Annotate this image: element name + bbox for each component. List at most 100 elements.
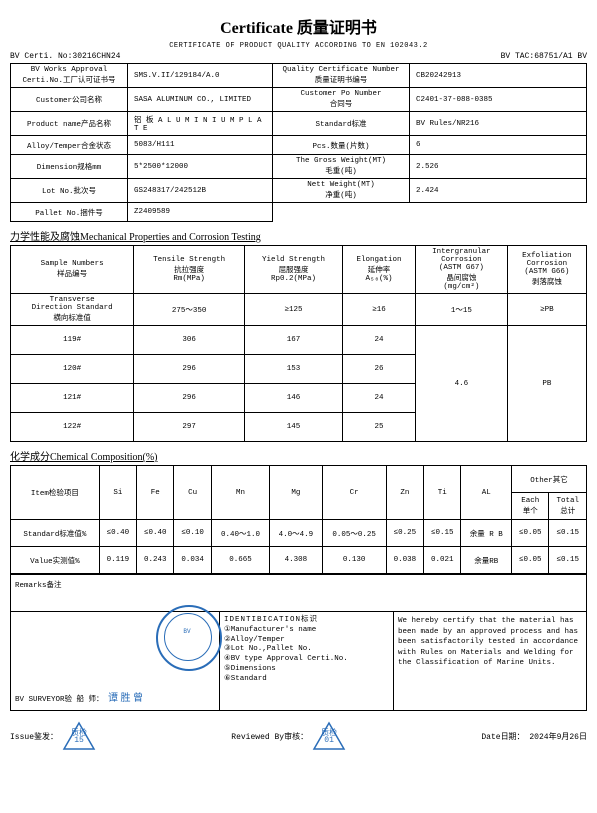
- mech-header: Yield Strength屈服强度Rp0.2(MPa): [245, 246, 343, 294]
- chem-cell: 0.119: [99, 547, 136, 574]
- mech-cell: 297: [134, 413, 245, 442]
- mech-cell: 145: [245, 413, 343, 442]
- chem-cell: 0.05～0.25: [322, 520, 386, 547]
- chem-cell: 0.021: [424, 547, 461, 574]
- chem-cell: ≤0.15: [424, 520, 461, 547]
- ident-item: ②Alloy/Temper: [224, 636, 389, 646]
- surveyor-name: 谭 胜 曾: [108, 693, 143, 704]
- top-left-val: 30216CHN24: [72, 52, 120, 61]
- info-label: The Gross Weight(MT)毛重(吨): [273, 155, 410, 179]
- cert-text-cell: We hereby certify that the material has …: [394, 612, 587, 711]
- mech-header: Sample Numbers样品编号: [11, 246, 134, 294]
- mech-header: ExfoliationCorrosion(ASTM G66)剥落腐蚀: [507, 246, 586, 294]
- info-label: Customer Po Number合同号: [273, 88, 410, 112]
- mech-cell: ≥16: [343, 294, 416, 326]
- info-label: Pallet No.捆件号: [11, 203, 128, 222]
- info-value: SMS.V.II/129184/A.0: [128, 64, 273, 88]
- top-right-label: BV TAC:: [501, 52, 535, 61]
- chem-cell: ≤0.15: [549, 547, 587, 574]
- chem-cell: 0.130: [322, 547, 386, 574]
- info-value: 2.526: [410, 155, 587, 179]
- section-mech: 力学性能及腐蚀Mechanical Properties and Corrosi…: [10, 228, 587, 243]
- chem-header: Item检验项目: [11, 466, 100, 520]
- mech-cell: 119#: [11, 326, 134, 355]
- info-label: Customer公司名称: [11, 88, 128, 112]
- subheader: CERTIFICATE OF PRODUCT QUALITY ACCORDING…: [10, 42, 587, 50]
- chem-header: Cr: [322, 466, 386, 520]
- chem-cell: 4.308: [270, 547, 323, 574]
- remarks-row: Remarks备注: [11, 575, 587, 612]
- info-label: Pcs.数量(片数): [273, 136, 410, 155]
- mech-header: Elongation延伸率A₅₀(%): [343, 246, 416, 294]
- info-label: BV Works ApprovalCerti.No.工厂认可证书号: [11, 64, 128, 88]
- chem-header: Cu: [174, 466, 211, 520]
- info-value: 5*2500*12000: [128, 155, 273, 179]
- chem-cell: 0.243: [137, 547, 174, 574]
- ident-item: ⑥Standard: [224, 675, 389, 685]
- chem-cell: ≤0.40: [137, 520, 174, 547]
- mech-cell: 24: [343, 384, 416, 413]
- ident-item: ⑤Dimensions: [224, 665, 389, 675]
- mech-cell: 296: [134, 384, 245, 413]
- cert-text: We hereby certify that the material has …: [398, 616, 582, 669]
- chem-header: Each单个: [512, 493, 549, 520]
- mech-header: IntergranularCorrosion(ASTM G67)晶间腐蚀(mg/…: [415, 246, 507, 294]
- chem-header: Mg: [270, 466, 323, 520]
- info-label: Alloy/Temper合金状态: [11, 136, 128, 155]
- chem-cell: ≤0.25: [386, 520, 423, 547]
- chem-cell: 0.038: [386, 547, 423, 574]
- stamp-triangle-1: 质检15: [62, 721, 96, 751]
- date-label: Date日期：: [481, 733, 524, 742]
- mech-cell: 121#: [11, 384, 134, 413]
- surveyor-label: BV SURVEYOR验 船 师：: [15, 696, 104, 704]
- chem-cell: 0.034: [174, 547, 211, 574]
- chem-cell: ≤0.05: [512, 520, 549, 547]
- info-value: 2.424: [410, 179, 587, 203]
- reviewed-label: Reviewed By审核：: [231, 731, 308, 742]
- mech-cell: 26: [343, 355, 416, 384]
- info-value: C2401-37-088-0385: [410, 88, 587, 112]
- chem-cell: 0.665: [211, 547, 269, 574]
- bottom-box: Remarks备注 BV BV SURVEYOR验 船 师： 谭 胜 曾 IDE…: [10, 574, 587, 711]
- chem-header: Total总计: [549, 493, 587, 520]
- identification-cell: IDENTIBICATION标识 ①Manufacturer's name②Al…: [220, 612, 394, 711]
- info-label: Product name产品名称: [11, 112, 128, 136]
- chem-cell: ≤0.05: [512, 547, 549, 574]
- chem-cell: ≤0.15: [549, 520, 587, 547]
- mech-cell: TransverseDirection Standard横向标准值: [11, 294, 134, 326]
- top-row: BV Certi. No:30216CHN24 BV TAC:68751/A1 …: [10, 52, 587, 61]
- chem-cell: Value实测值%: [11, 547, 100, 574]
- ident-title: IDENTIBICATION标识: [224, 616, 389, 626]
- chem-cell: 0.40～1.0: [211, 520, 269, 547]
- info-value: 6: [410, 136, 587, 155]
- info-table: BV Works ApprovalCerti.No.工厂认可证书号SMS.V.I…: [10, 63, 587, 222]
- chem-header: Other其它: [512, 466, 587, 493]
- chem-header: Mn: [211, 466, 269, 520]
- ident-item: ①Manufacturer's name: [224, 626, 389, 636]
- mech-cell: 275～350: [134, 294, 245, 326]
- chem-cell: 余量RB: [461, 547, 512, 574]
- date-value: 2024年9月26日: [529, 733, 587, 742]
- top-left-label: BV Certi. No:: [10, 52, 72, 61]
- ident-item: ③Lot No.,Pallet No.: [224, 645, 389, 655]
- chem-cell: 余量 R B: [461, 520, 512, 547]
- page-title: Certificate 质量证明书: [10, 14, 587, 38]
- info-value: 铝 板 A L U M I N I U M P L A T E: [128, 112, 273, 136]
- mech-header: Tensile Strength抗拉强度Rm(MPa): [134, 246, 245, 294]
- info-value: BV Rules/NR216: [410, 112, 587, 136]
- mech-table: Sample Numbers样品编号Tensile Strength抗拉强度Rm…: [10, 245, 587, 442]
- mech-cell: 153: [245, 355, 343, 384]
- mech-cell: PB: [507, 326, 586, 442]
- chem-header: Si: [99, 466, 136, 520]
- mech-cell: 122#: [11, 413, 134, 442]
- chem-cell: ≤0.40: [99, 520, 136, 547]
- info-label: [273, 203, 410, 222]
- chem-header: Zn: [386, 466, 423, 520]
- top-right-val: 68751/A1 BV: [534, 52, 587, 61]
- info-label: Standard标准: [273, 112, 410, 136]
- chem-header: Fe: [137, 466, 174, 520]
- chem-cell: Standard标准值%: [11, 520, 100, 547]
- signature-cell: BV BV SURVEYOR验 船 师： 谭 胜 曾: [11, 612, 220, 711]
- section-chem: 化学成分Chemical Composition(%): [10, 448, 587, 463]
- info-label: Dimension规格mm: [11, 155, 128, 179]
